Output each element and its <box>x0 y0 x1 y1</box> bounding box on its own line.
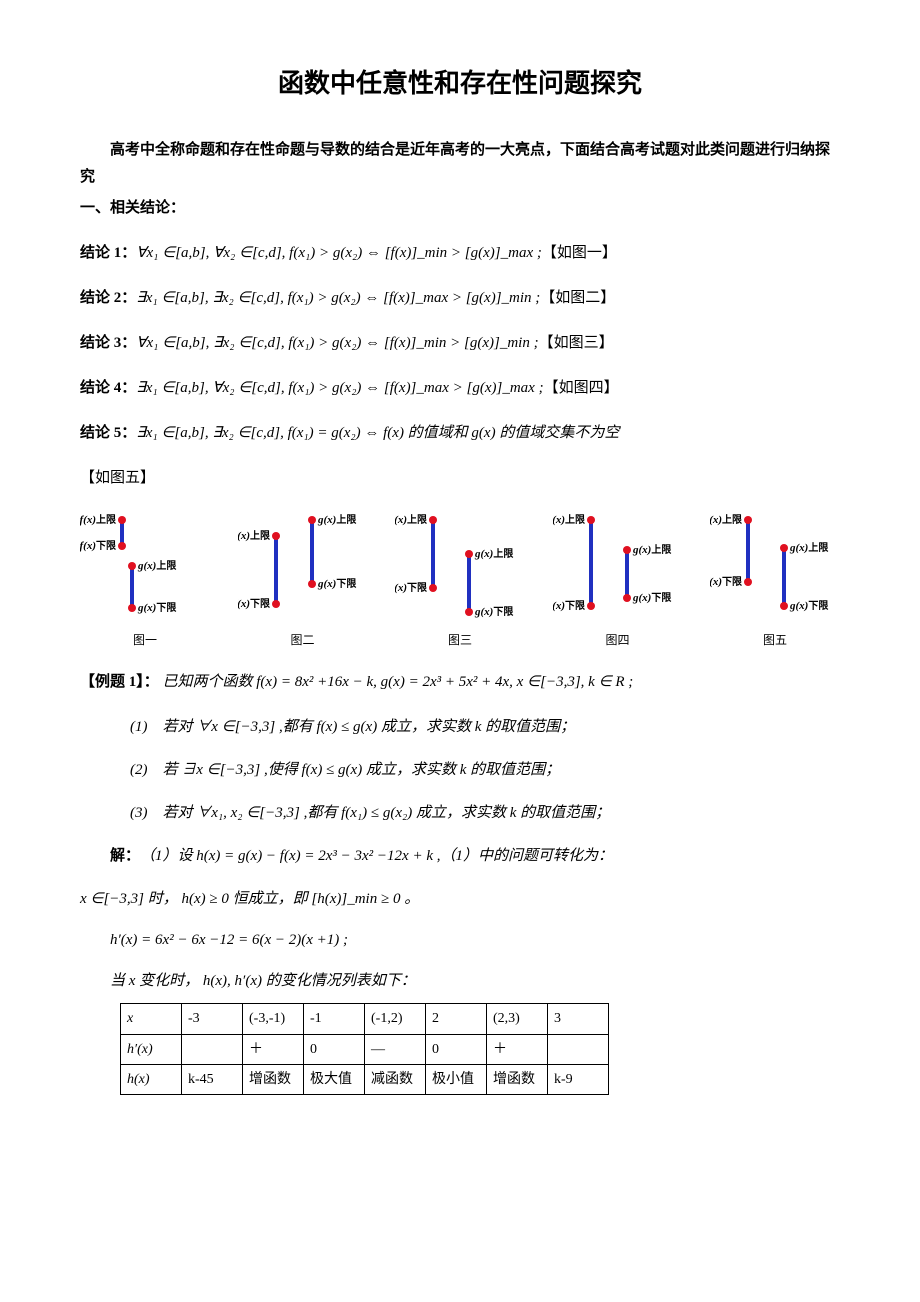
svg-text:f(x)下限: f(x)下限 <box>80 540 117 552</box>
table-header-cell: -1 <box>304 1004 365 1034</box>
conclusion-label: 结论 5： <box>80 425 136 441</box>
table-header-cell: -3 <box>182 1004 243 1034</box>
example-title: 【例题 1】： <box>80 674 159 690</box>
table-cell: 减函数 <box>365 1064 426 1094</box>
table-cell: k-9 <box>548 1064 609 1094</box>
svg-text:g(x)下限: g(x)下限 <box>137 602 177 614</box>
svg-text:f(x)下限: f(x)下限 <box>553 600 586 612</box>
table-cell <box>548 1034 609 1064</box>
svg-text:f(x)下限: f(x)下限 <box>238 598 271 610</box>
diagram-1: f(x)上限 f(x)下限 g(x)上限 g(x)下限图一 <box>80 506 210 652</box>
diagram-caption: 图五 <box>710 630 840 652</box>
svg-text:g(x)下限: g(x)下限 <box>789 600 829 612</box>
svg-text:f(x)上限: f(x)上限 <box>395 513 428 526</box>
table-cell: 0 <box>304 1034 365 1064</box>
table-header-cell: 2 <box>426 1004 487 1034</box>
example-part-1: (1) 若对 ∀x ∈[−3,3] ,都有 f(x) ≤ g(x) 成立，求实数… <box>130 714 840 741</box>
conclusion-note: 【如图三】 <box>539 335 614 351</box>
svg-text:g(x)上限: g(x)上限 <box>632 543 672 556</box>
conclusion-body: ∀x₁ ∈[a,b], ∃x₂ ∈[c,d], f(x₁) > g(x₂) ⇔ … <box>136 335 538 351</box>
conclusion-label: 结论 2： <box>80 290 136 306</box>
conclusion-label: 结论 3： <box>80 335 136 351</box>
table-header-cell: (-1,2) <box>365 1004 426 1034</box>
table-header-cell: x <box>121 1004 182 1034</box>
page-title: 函数中任意性和存在性问题探究 <box>80 60 840 107</box>
table-row: h(x)k-45增函数极大值减函数极小值增函数k-9 <box>121 1064 609 1094</box>
diagram-3: f(x)上限 f(x)下限 g(x)上限 g(x)下限图三 <box>395 506 525 652</box>
svg-text:f(x)上限: f(x)上限 <box>80 513 117 526</box>
svg-text:g(x)下限: g(x)下限 <box>474 606 514 618</box>
example-stem: 已知两个函数 f(x) = 8x² +16x − k, g(x) = 2x³ +… <box>163 674 634 690</box>
intro-paragraph: 高考中全称命题和存在性命题与导数的结合是近年高考的一大亮点，下面结合高考试题对此… <box>80 137 840 191</box>
example-part-2: (2) 若 ∃x ∈[−3,3] ,使得 f(x) ≤ g(x) 成立，求实数 … <box>130 757 840 784</box>
solution-line2: x ∈[−3,3] 时， h(x) ≥ 0 恒成立，即 [h(x)]_min ≥… <box>80 886 840 913</box>
conclusion-body: ∃x₁ ∈[a,b], ∃x₂ ∈[c,d], f(x₁) > g(x₂) ⇔ … <box>136 290 540 306</box>
conclusion-label: 结论 1： <box>80 245 136 261</box>
solution-line1: 解：（1）设 h(x) = g(x) − f(x) = 2x³ − 3x² −1… <box>110 843 840 870</box>
table-cell: h′(x) <box>121 1034 182 1064</box>
conclusion-4: 结论 4：∃x₁ ∈[a,b], ∀x₂ ∈[c,d], f(x₁) > g(x… <box>80 375 840 402</box>
solution-line1-text: （1）设 h(x) = g(x) − f(x) = 2x³ − 3x² −12x… <box>140 848 613 864</box>
conclusion-3: 结论 3：∀x₁ ∈[a,b], ∃x₂ ∈[c,d], f(x₁) > g(x… <box>80 330 840 357</box>
svg-text:g(x)下限: g(x)下限 <box>632 592 672 604</box>
table-cell: 极大值 <box>304 1064 365 1094</box>
svg-text:g(x)上限: g(x)上限 <box>789 541 829 554</box>
table-row: x-3(-3,-1)-1(-1,2)2(2,3)3 <box>121 1004 609 1034</box>
conclusion-body: ∃x₁ ∈[a,b], ∀x₂ ∈[c,d], f(x₁) > g(x₂) ⇔ … <box>136 380 543 396</box>
conclusion-body: ∃x₁ ∈[a,b], ∃x₂ ∈[c,d], f(x₁) = g(x₂) ⇔ … <box>136 425 619 441</box>
svg-text:f(x)上限: f(x)上限 <box>710 513 743 526</box>
diagram-caption: 图一 <box>80 630 210 652</box>
diagram-caption: 图四 <box>553 630 683 652</box>
solution-line4: 当 x 变化时， h(x), h′(x) 的变化情况列表如下： <box>110 968 840 995</box>
diagrams-row: f(x)上限 f(x)下限 g(x)上限 g(x)下限图一 f(x)上限 f(x)下限 g(… <box>80 506 840 652</box>
svg-text:f(x)上限: f(x)上限 <box>553 513 586 526</box>
solution-line3: h′(x) = 6x² − 6x −12 = 6(x − 2)(x +1) ; <box>110 927 840 954</box>
conclusions-block: 结论 1：∀x₁ ∈[a,b], ∀x₂ ∈[c,d], f(x₁) > g(x… <box>80 240 840 447</box>
conclusion-2: 结论 2：∃x₁ ∈[a,b], ∃x₂ ∈[c,d], f(x₁) > g(x… <box>80 285 840 312</box>
table-row: h′(x)＋0—0＋ <box>121 1034 609 1064</box>
svg-text:g(x)上限: g(x)上限 <box>317 513 357 526</box>
fig5-note: 【如图五】 <box>80 465 840 492</box>
table-header-cell: 3 <box>548 1004 609 1034</box>
conclusion-label: 结论 4： <box>80 380 136 396</box>
svg-text:g(x)上限: g(x)上限 <box>474 547 514 560</box>
svg-text:f(x)下限: f(x)下限 <box>710 576 743 588</box>
table-header-cell: (-3,-1) <box>243 1004 304 1034</box>
conclusion-note: 【如图一】 <box>542 245 617 261</box>
svg-text:f(x)上限: f(x)上限 <box>238 529 271 542</box>
table-header-cell: (2,3) <box>487 1004 548 1034</box>
conclusion-1: 结论 1：∀x₁ ∈[a,b], ∀x₂ ∈[c,d], f(x₁) > g(x… <box>80 240 840 267</box>
section-header: 一、相关结论： <box>80 195 840 222</box>
table-cell: 增函数 <box>487 1064 548 1094</box>
diagram-4: f(x)上限 f(x)下限 g(x)上限 g(x)下限图四 <box>553 506 683 652</box>
table-cell <box>182 1034 243 1064</box>
variation-table: x-3(-3,-1)-1(-1,2)2(2,3)3h′(x)＋0—0＋h(x)k… <box>120 1003 609 1095</box>
table-cell: ＋ <box>487 1034 548 1064</box>
table-cell: ＋ <box>243 1034 304 1064</box>
conclusion-note: 【如图二】 <box>540 290 615 306</box>
svg-text:f(x)下限: f(x)下限 <box>395 582 428 594</box>
conclusion-5: 结论 5：∃x₁ ∈[a,b], ∃x₂ ∈[c,d], f(x₁) = g(x… <box>80 420 840 447</box>
diagram-2: f(x)上限 f(x)下限 g(x)上限 g(x)下限图二 <box>238 506 368 652</box>
table-cell: 增函数 <box>243 1064 304 1094</box>
example-part-3: (3) 若对 ∀x₁, x₂ ∈[−3,3] ,都有 f(x₁) ≤ g(x₂)… <box>130 800 840 827</box>
table-cell: k-45 <box>182 1064 243 1094</box>
diagram-caption: 图二 <box>238 630 368 652</box>
table-cell: 极小值 <box>426 1064 487 1094</box>
svg-text:g(x)上限: g(x)上限 <box>137 559 177 572</box>
example-block: 【例题 1】： 已知两个函数 f(x) = 8x² +16x − k, g(x)… <box>80 669 840 696</box>
table-cell: h(x) <box>121 1064 182 1094</box>
svg-text:g(x)下限: g(x)下限 <box>317 578 357 590</box>
diagram-caption: 图三 <box>395 630 525 652</box>
conclusion-note: 【如图四】 <box>544 380 619 396</box>
diagram-5: f(x)上限 f(x)下限 g(x)上限 g(x)下限图五 <box>710 506 840 652</box>
conclusion-body: ∀x₁ ∈[a,b], ∀x₂ ∈[c,d], f(x₁) > g(x₂) ⇔ … <box>136 245 542 261</box>
table-cell: 0 <box>426 1034 487 1064</box>
table-cell: — <box>365 1034 426 1064</box>
